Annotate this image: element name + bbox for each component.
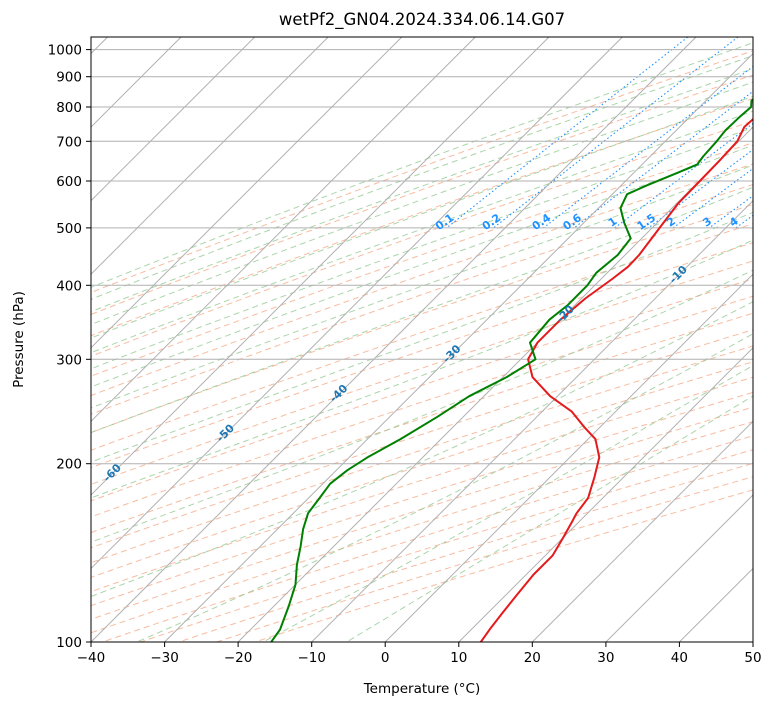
dry-adiabat xyxy=(91,391,753,607)
moist-adiabat xyxy=(91,55,753,300)
moist-adiabat xyxy=(91,68,753,313)
moist-adiabat xyxy=(91,95,753,339)
moist-adiabat xyxy=(91,164,753,409)
isotherm-gridline xyxy=(91,37,697,642)
x-tick-label: −40 xyxy=(77,650,106,666)
mixing-ratio-line xyxy=(573,90,753,229)
moist-adiabat xyxy=(136,333,753,642)
plot-frame xyxy=(90,36,754,643)
isotherm-gridline xyxy=(311,199,753,642)
y-tick-label: 500 xyxy=(56,221,82,237)
x-tick-label: 50 xyxy=(744,650,761,666)
dewpoint-profile xyxy=(270,98,753,642)
isotherm-gridline xyxy=(91,37,476,423)
x-tick-label: 0 xyxy=(381,650,390,666)
y-tick-label: 100 xyxy=(56,635,82,651)
moist-adiabats xyxy=(91,42,753,642)
moist-adiabat xyxy=(91,144,753,388)
moist-adiabat xyxy=(91,186,753,434)
x-tick-label: −10 xyxy=(297,650,326,666)
dry-adiabat xyxy=(91,260,753,485)
isotherm-gridline xyxy=(605,494,753,642)
dry-adiabat xyxy=(91,345,753,564)
dry-adiabats xyxy=(91,50,753,642)
x-tick-label: −20 xyxy=(224,650,253,666)
isotherm-gridline xyxy=(458,347,753,642)
isotherm-gridline xyxy=(91,37,329,275)
dry-adiabat xyxy=(91,278,753,502)
moist-adiabat xyxy=(91,126,753,370)
dry-adiabat xyxy=(91,50,753,294)
plot-area: 0.10.20.40.611.52346810131620253036-100-… xyxy=(91,37,753,642)
x-tick-label: 10 xyxy=(450,650,467,666)
dry-adiabat xyxy=(91,120,753,357)
y-tick-label: 700 xyxy=(56,134,82,150)
chart-title: wetPf2_GN04.2024.334.06.14.G07 xyxy=(279,10,565,30)
x-tick-label: 40 xyxy=(671,650,688,666)
dry-adiabat xyxy=(91,361,753,578)
moist-adiabat xyxy=(262,364,753,642)
dry-adiabat xyxy=(91,203,753,434)
x-tick-label: 20 xyxy=(524,650,541,666)
axes: −40 −30 −20 −10 0 10 20 30 40 50 100 200 300 400 500 60… xyxy=(48,43,762,666)
y-tick-label: 600 xyxy=(56,174,82,190)
grid-lines xyxy=(91,49,753,642)
isotherm-gridline xyxy=(531,420,753,642)
mixing-ratio-line xyxy=(672,167,753,229)
x-tick-label: −30 xyxy=(150,650,179,666)
y-tick-label: 900 xyxy=(56,70,82,86)
isotherm-gridline xyxy=(384,273,753,642)
x-axis-label: Temperature (°C) xyxy=(363,681,481,697)
temperature-profile xyxy=(479,117,753,642)
moist-adiabat xyxy=(91,81,753,326)
dry-adiabat xyxy=(91,74,753,316)
isotherm-gridline xyxy=(164,52,753,642)
y-tick-label: 1000 xyxy=(48,43,82,59)
isotherm-gridline xyxy=(91,37,623,570)
isotherm-gridline xyxy=(91,37,256,202)
y-tick-label: 300 xyxy=(56,352,82,368)
dry-adiabat xyxy=(91,223,753,451)
isotherm-gridline xyxy=(91,37,550,496)
moist-adiabat xyxy=(91,110,753,354)
dry-adiabat xyxy=(91,97,753,337)
profiles xyxy=(270,98,753,642)
y-axis-label: Pressure (hPa) xyxy=(11,291,27,388)
y-tick-label: 200 xyxy=(56,457,82,473)
y-tick-label: 800 xyxy=(56,100,82,116)
y-tick-label: 400 xyxy=(56,278,82,294)
dry-adiabat xyxy=(91,312,753,534)
x-tick-label: 30 xyxy=(597,650,614,666)
moist-adiabat xyxy=(91,211,753,463)
skewed-isotherms xyxy=(91,37,753,642)
mixing-ratio-line xyxy=(543,65,753,229)
isotherm-gridline xyxy=(91,37,403,349)
